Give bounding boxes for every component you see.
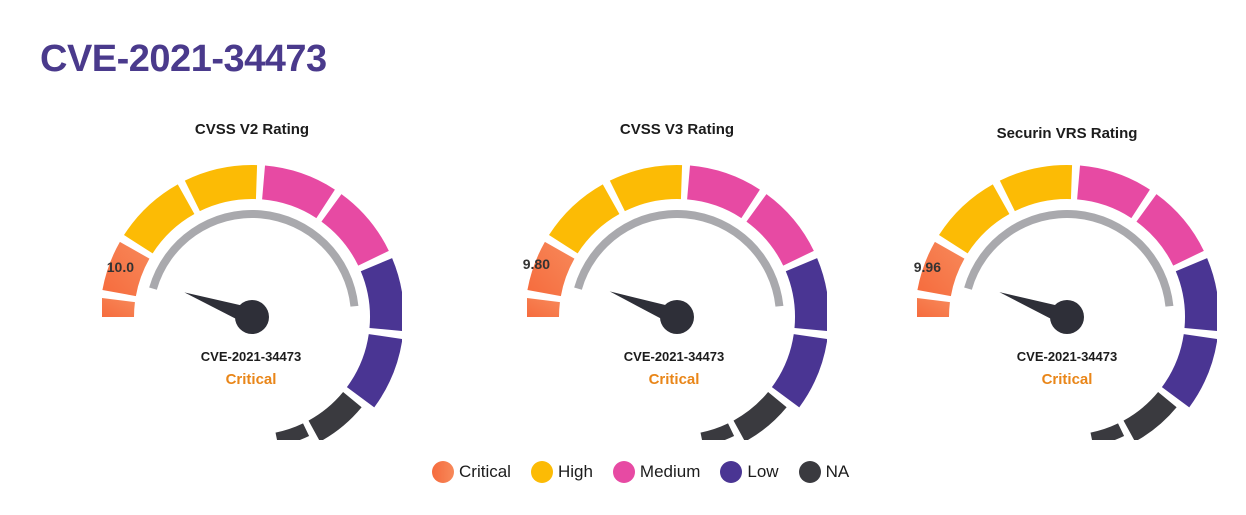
cvss-v2-gauge: CVSS V2 Rating 10.0 CVE-2021-34473 Criti…	[102, 0, 402, 440]
gauge-dial	[917, 165, 1217, 440]
gauge-segment-medium	[687, 165, 760, 219]
gauge-title: CVSS V3 Rating	[619, 121, 735, 138]
gauge-segment-high	[549, 184, 620, 254]
gauge-segment-low	[360, 258, 402, 331]
medium-dot-icon	[612, 461, 635, 483]
gauge-segment-critical	[527, 241, 575, 297]
gauge-segment-critical	[527, 298, 560, 317]
cvss-v3-gauge: CVSS V3 Rating 9.80 CVE-2021-34473 Criti…	[523, 0, 827, 440]
legend: Critical High Medium Low NA	[432, 461, 869, 483]
gauge-segment-na	[308, 392, 362, 440]
gauge-severity-label: Critical	[648, 371, 700, 388]
gauge-cve-label: CVE-2021-34473	[200, 349, 302, 364]
gauge-title: CVSS V2 Rating	[194, 121, 310, 138]
gauge-segment-medium	[1136, 194, 1204, 266]
legend-item-low: Low	[720, 461, 779, 483]
critical-dot-icon	[432, 461, 454, 483]
gauge-segment-na	[700, 423, 735, 440]
gauge-segment-high	[184, 165, 258, 212]
page-title: CVE-2021-34473	[40, 38, 327, 80]
legend-label: Critical	[459, 462, 511, 481]
legend-item-high: High	[530, 461, 593, 483]
high-dot-icon	[530, 461, 553, 483]
gauge-segment-critical	[102, 298, 135, 317]
low-dot-icon	[720, 461, 743, 483]
gauge-segment-low	[1161, 334, 1217, 408]
gauge-segment-high	[609, 165, 683, 212]
gauge-segment-na	[1123, 392, 1177, 440]
gauge-needle-hub	[235, 300, 269, 334]
gauge-needle-hub	[660, 300, 694, 334]
gauge-dial	[102, 165, 402, 440]
gauge-segment-high	[939, 184, 1010, 254]
gauge-cve-label: CVE-2021-34473	[623, 349, 725, 364]
gauge-segment-na	[1090, 423, 1125, 440]
legend-item-medium: Medium	[612, 461, 701, 483]
gauge-segment-medium	[262, 165, 335, 219]
gauge-score: 9.80	[522, 256, 550, 272]
legend-item-na: NA	[798, 461, 850, 483]
legend-label: High	[557, 462, 593, 481]
gauge-severity-label: Critical	[225, 371, 277, 388]
gauge-segment-critical	[102, 241, 150, 297]
legend-item-critical: Critical	[432, 461, 511, 483]
gauge-segment-medium	[746, 194, 814, 266]
gauge-cve-label: CVE-2021-34473	[1016, 349, 1118, 364]
gauge-segment-medium	[1077, 165, 1150, 219]
gauge-segment-high	[124, 184, 195, 254]
gauge-segment-low	[771, 334, 827, 408]
gauge-segment-low	[346, 334, 402, 408]
gauge-segment-critical	[917, 298, 950, 317]
legend-label: Medium	[639, 462, 701, 481]
gauge-segment-low	[785, 258, 827, 331]
gauge-score: 10.0	[106, 259, 134, 275]
gauge-dial	[527, 165, 827, 440]
gauge-needle-hub	[1050, 300, 1084, 334]
na-dot-icon	[798, 461, 821, 483]
gauge-segment-low	[1175, 258, 1217, 331]
gauge-severity-label: Critical	[1041, 371, 1093, 388]
gauge-segment-medium	[321, 194, 389, 266]
gauge-segment-na	[275, 423, 310, 440]
gauge-title: Securin VRS Rating	[996, 125, 1138, 142]
legend-label: NA	[825, 462, 850, 481]
gauge-segment-critical	[917, 241, 965, 297]
securin-vrs-gauge: Securin VRS Rating 9.96 CVE-2021-34473 C…	[914, 0, 1217, 440]
legend-label: Low	[747, 462, 779, 481]
gauge-score: 9.96	[913, 259, 941, 275]
gauge-segment-high	[999, 165, 1073, 212]
gauge-segment-na	[733, 392, 787, 440]
